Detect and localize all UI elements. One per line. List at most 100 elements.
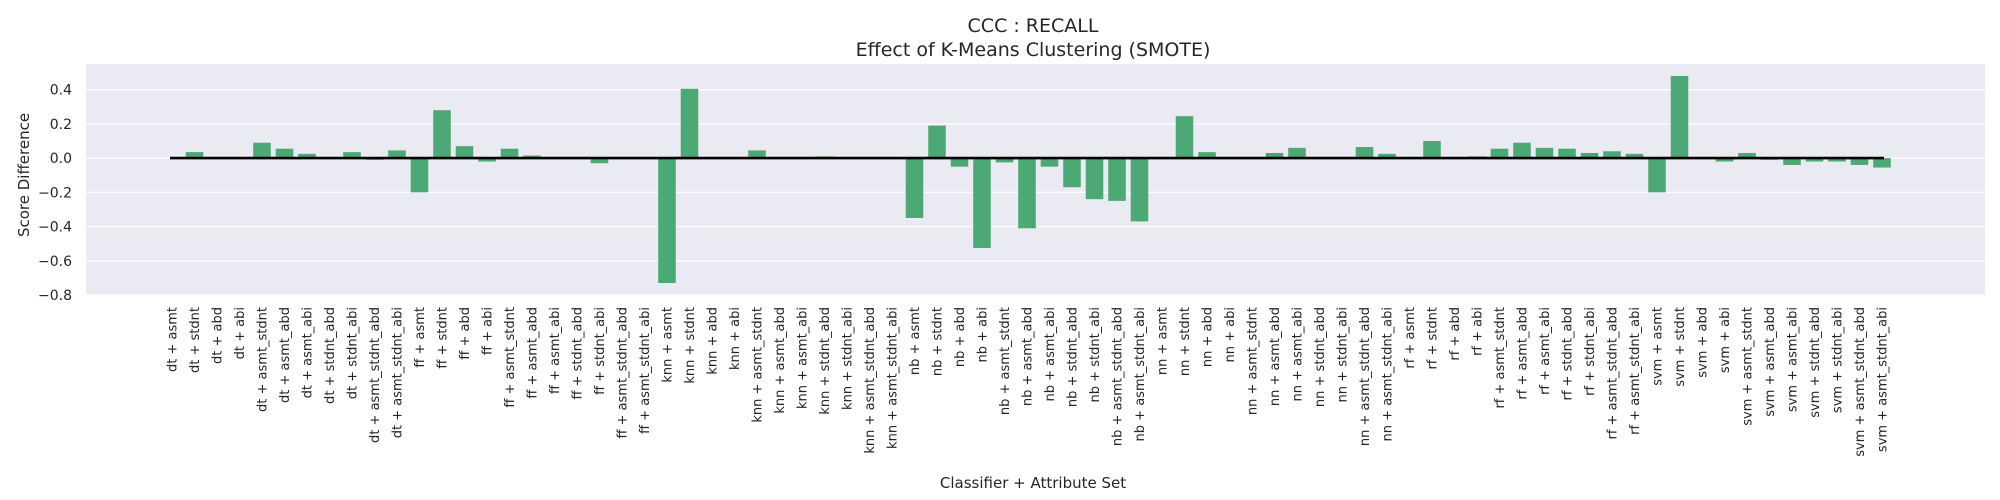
bar [1198, 152, 1216, 159]
bar [185, 152, 204, 159]
bar [1108, 158, 1126, 201]
x-tick-label: svm + asmt_stdnt [1741, 307, 1756, 426]
bar [1018, 158, 1036, 229]
x-tick-label: ff + abi [481, 307, 496, 355]
bar [1648, 158, 1666, 193]
x-tick-label: rf + asmt_abi [1538, 307, 1553, 395]
x-tick-label: dt + abd [211, 307, 226, 364]
x-tick-label: nn + abd [1201, 307, 1216, 367]
bar [275, 148, 294, 159]
x-tick-label: dt + asmt_stdnt_abi [391, 307, 406, 438]
bar [1558, 148, 1576, 159]
x-tick-label: svm + asmt [1651, 307, 1666, 386]
y-tick-label: 0.0 [50, 151, 72, 167]
bar [1288, 147, 1306, 159]
x-tick-label: knn + asmt_stdnt_abi [886, 307, 901, 449]
bar [1738, 152, 1756, 159]
bar [1805, 158, 1824, 162]
x-tick-label: rf + asmt_abd [1516, 307, 1531, 400]
x-tick-label: nn + asmt_stdnt_abd [1358, 307, 1373, 446]
x-tick-label: nn + asmt_abi [1291, 307, 1306, 401]
x-tick-label: nb + asmt_stdnt_abd [1111, 307, 1126, 446]
bar [1355, 146, 1374, 159]
bar [905, 158, 924, 218]
bar [1625, 153, 1644, 159]
x-tick-label: nb + stdnt_abi [1088, 307, 1103, 402]
y-tick-label: 0.4 [50, 83, 72, 99]
x-tick-label: nb + asmt_stdnt_abi [1133, 307, 1148, 441]
x-tick-label: ff + abd [458, 307, 473, 360]
bar [1603, 151, 1621, 159]
bar [433, 110, 451, 159]
x-tick-label: nb + abi [976, 307, 991, 362]
y-tick-label: −0.6 [38, 254, 72, 270]
x-tick-label: knn + asmt_stdnt [751, 307, 766, 423]
x-tick-label: dt + asmt_abd [278, 307, 293, 403]
x-tick-label: nn + asmt_abd [1268, 307, 1283, 406]
y-tick-label: −0.8 [38, 288, 72, 304]
bar [455, 146, 474, 159]
bar [1873, 158, 1891, 168]
bar [1828, 158, 1846, 162]
bar [1175, 116, 1194, 159]
x-tick-label: dt + stdnt [188, 307, 203, 373]
bar [1670, 75, 1689, 159]
y-tick-label: −0.2 [38, 185, 72, 201]
x-tick-label: dt + stdnt_abi [346, 307, 361, 399]
bar [410, 158, 429, 193]
x-tick-label: nn + asmt_stdnt_abi [1381, 307, 1396, 441]
bar [500, 148, 519, 159]
chart-title: CCC : RECALL [968, 15, 1099, 37]
bar [680, 88, 699, 159]
y-tick-label: 0.2 [50, 117, 72, 133]
bar [995, 158, 1014, 163]
bar [343, 152, 361, 159]
bar [748, 150, 766, 159]
x-tick-label: nb + asmt_abd [1021, 307, 1036, 406]
bar [1040, 158, 1059, 167]
bar [298, 153, 316, 159]
x-tick-label: rf + asmt_stdnt_abd [1606, 307, 1621, 440]
x-tick-label: knn + stdnt_abi [841, 307, 856, 410]
x-tick-label: dt + asmt_abi [301, 307, 316, 398]
x-tick-label: ff + asmt [413, 307, 428, 368]
bar [928, 125, 946, 159]
bar [1850, 158, 1869, 165]
bar [1783, 158, 1801, 165]
x-tick-label: ff + stdnt [436, 307, 451, 369]
x-tick-label: nb + asmt_abi [1043, 307, 1058, 401]
x-tick-label: dt + abi [233, 307, 248, 359]
x-tick-label: knn + abi [728, 307, 743, 370]
x-tick-label: nb + stdnt [931, 307, 946, 376]
x-tick-label: svm + asmt_stdnt_abd [1853, 307, 1868, 457]
x-tick-label: ff + asmt_abi [548, 307, 563, 394]
x-tick-label: nb + abd [953, 307, 968, 367]
bar [253, 142, 271, 159]
bar [1265, 152, 1284, 159]
x-tick-label: knn + stdnt_abd [818, 307, 833, 415]
x-tick-label: rf + asmt [1403, 307, 1418, 369]
bar [1423, 141, 1441, 159]
x-tick-label: knn + asmt [661, 307, 676, 383]
bar [388, 150, 406, 159]
bar [478, 158, 496, 162]
x-tick-label: nn + asmt [1156, 307, 1171, 375]
bar [1130, 158, 1149, 222]
bar [658, 158, 676, 284]
x-tick-label: dt + asmt_stdnt [256, 307, 271, 412]
bar [1490, 148, 1509, 159]
x-tick-label: ff + asmt_abd [526, 307, 541, 399]
x-tick-label: nn + stdnt_abd [1313, 307, 1328, 407]
x-tick-label: svm + asmt_abd [1763, 307, 1778, 417]
bar [973, 158, 991, 248]
x-tick-label: knn + asmt_abd [773, 307, 788, 414]
x-tick-label: rf + asmt_stdnt_abi [1628, 307, 1643, 435]
y-tick-label: −0.4 [38, 220, 72, 236]
bar [950, 158, 969, 167]
x-tick-label: ff + stdnt_abi [593, 307, 608, 395]
x-tick-label: ff + asmt_stdnt [503, 307, 518, 408]
y-axis-ticks: −0.8 −0.6 −0.4 −0.2 0.0 0.2 0.4 [38, 83, 72, 304]
x-tick-label: dt + stdnt_abd [323, 307, 338, 404]
bar [590, 158, 609, 164]
